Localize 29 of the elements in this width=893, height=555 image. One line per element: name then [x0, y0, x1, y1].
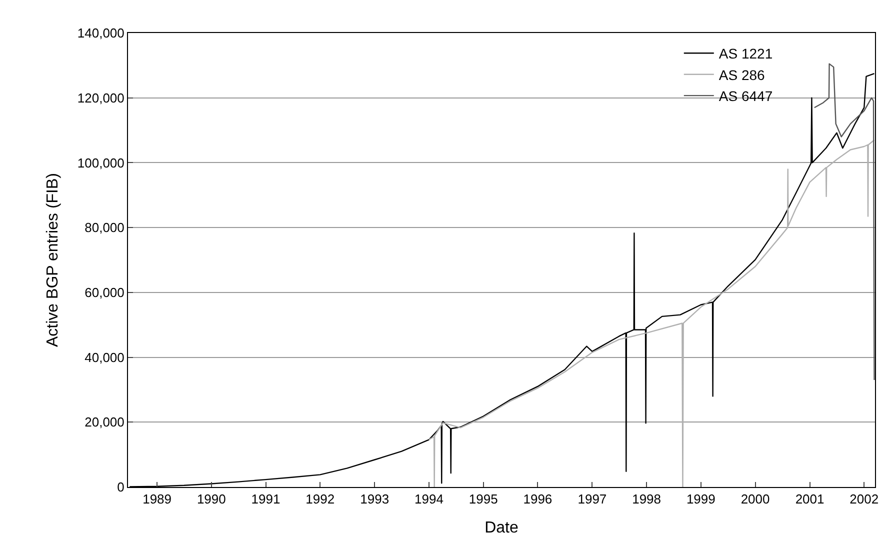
x-tick-label: 1992	[306, 492, 335, 507]
x-axis-title: Date	[484, 519, 518, 536]
y-tick-label: 20,000	[84, 414, 124, 430]
legend-label: AS 1221	[718, 46, 773, 62]
y-tick-label: 80,000	[84, 220, 124, 236]
x-tick-label: 1999	[686, 492, 716, 507]
x-tick-label: 1997	[578, 492, 607, 507]
y-tick-label: 100,000	[77, 155, 124, 170]
y-tick-label: 40,000	[84, 350, 124, 365]
y-tick-label: 60,000	[84, 284, 124, 300]
line-series	[428, 139, 875, 487]
x-tick-label: 1996	[523, 492, 552, 507]
x-tick-label: 1994	[414, 492, 444, 507]
y-tick-label: 140,000	[77, 26, 124, 41]
x-tick-label: 1998	[632, 492, 662, 507]
x-tick-label: 2001	[795, 492, 824, 507]
x-tick-label: 1993	[360, 492, 390, 507]
x-tick-label: 1995	[468, 492, 498, 507]
legend-label: AS 6447	[718, 88, 773, 104]
x-tick-label: 1989	[142, 492, 172, 507]
x-tick-label: 2002	[850, 492, 879, 507]
x-tick-label: 1990	[196, 492, 226, 507]
y-tick-label: 120,000	[77, 90, 124, 106]
line-series	[814, 63, 875, 381]
y-axis-title: Active BGP entries (FIB)	[44, 173, 62, 347]
x-tick-label: 1991	[251, 492, 280, 507]
x-tick-label: 2000	[740, 492, 770, 507]
legend-label: AS 286	[718, 66, 766, 83]
y-tick-label: 0	[117, 480, 124, 495]
